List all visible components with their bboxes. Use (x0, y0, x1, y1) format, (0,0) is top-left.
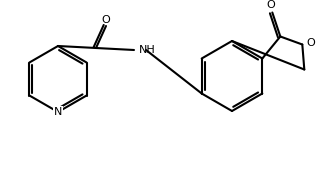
Text: O: O (102, 15, 110, 25)
Text: NH: NH (139, 45, 156, 55)
Text: O: O (306, 38, 315, 47)
Text: O: O (266, 1, 275, 10)
Text: N: N (54, 107, 62, 117)
